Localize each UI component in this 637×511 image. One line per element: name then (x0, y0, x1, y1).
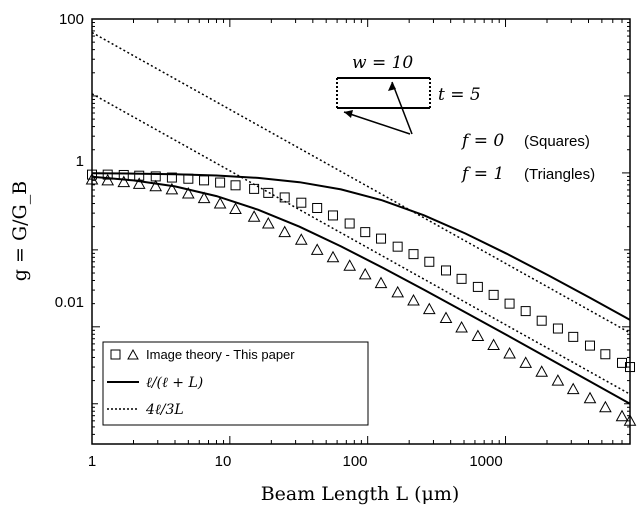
triangle-marker (535, 365, 549, 377)
x-tick-label-10: 10 (215, 453, 232, 470)
legend-square-marker (110, 349, 121, 360)
square-marker (215, 177, 226, 188)
square-marker (504, 298, 515, 309)
triangle-marker (261, 216, 275, 229)
axis-ticks (91, 18, 631, 445)
triangle-marker (229, 202, 242, 214)
series-line-5 (92, 93, 630, 395)
square-marker (392, 241, 403, 252)
square-marker (296, 197, 307, 208)
triangle-marker (519, 356, 533, 368)
square-marker (552, 323, 563, 334)
triangle-marker (374, 276, 388, 289)
square-marker (520, 306, 531, 317)
annotation-f0: f = 0 (460, 131, 504, 151)
triangle-marker (132, 177, 146, 189)
x-tick-label-100: 100 (342, 453, 367, 470)
x-tick-label-1000: 1000 (469, 453, 502, 470)
triangle-marker (247, 210, 261, 222)
legend-triangle-marker (127, 348, 139, 360)
annotation-f1: f = 1 (460, 164, 504, 184)
square-marker (327, 210, 338, 221)
triangle-marker (101, 173, 115, 186)
y-axis-label: g = G/G_B (9, 181, 31, 281)
square-marker (344, 218, 355, 229)
square-marker (230, 180, 241, 191)
x-axis-label: Beam Length L (μm) (261, 483, 460, 505)
square-marker (424, 256, 435, 267)
triangle-marker (422, 302, 436, 315)
curves-layer (92, 31, 630, 405)
annotation-w: w = 10 (352, 53, 413, 73)
square-marker (199, 175, 210, 186)
square-marker (279, 192, 290, 203)
square-marker (183, 173, 194, 184)
square-marker (584, 340, 595, 351)
square-marker (134, 170, 145, 181)
y-tick-label-1: 1 (76, 153, 84, 170)
square-marker (360, 227, 371, 238)
triangle-marker (471, 329, 485, 341)
triangle-marker (278, 225, 292, 238)
triangle-marker (343, 259, 357, 271)
markers-layer (85, 169, 637, 426)
square-marker (536, 315, 547, 326)
square-marker (376, 233, 387, 244)
triangle-marker (503, 346, 516, 359)
triangle-marker (439, 311, 453, 323)
triangle-marker (197, 191, 211, 204)
triangle-marker (117, 175, 131, 188)
triangle-marker (149, 179, 163, 192)
triangle-marker (165, 182, 179, 195)
triangle-marker (455, 320, 468, 333)
triangle-marker (391, 285, 405, 298)
square-marker (312, 202, 323, 213)
triangle-marker (358, 267, 372, 280)
square-marker (600, 349, 611, 360)
triangle-marker (583, 391, 597, 404)
triangle-marker (599, 400, 612, 413)
square-marker (568, 331, 579, 342)
series-line-2 (92, 172, 630, 321)
square-marker (456, 273, 467, 284)
triangle-marker (326, 250, 340, 263)
triangle-marker (294, 233, 308, 245)
series-line-3 (92, 175, 630, 405)
triangle-marker (310, 243, 324, 255)
triangle-marker (213, 196, 227, 209)
legend: Image theory - This paper ℓ/(ℓ + L) 4ℓ/3… (102, 341, 369, 426)
square-marker (102, 169, 113, 180)
legend-label-solid: ℓ/(ℓ + L) (146, 375, 203, 391)
square-marker (440, 265, 451, 276)
y-tick-label-100: 100 (59, 11, 84, 28)
square-marker (249, 183, 260, 194)
triangle-marker (181, 186, 195, 199)
triangle-marker (407, 293, 420, 306)
square-marker (166, 172, 177, 183)
square-marker (263, 187, 274, 198)
legend-label-markers: Image theory - This paper (146, 347, 295, 362)
square-marker (472, 281, 483, 292)
y-tick-label-0.01: 0.01 (55, 294, 84, 311)
annotation-f0-desc: (Squares) (524, 133, 590, 150)
x-tick-label-1: 1 (88, 453, 96, 470)
square-marker (488, 289, 499, 300)
annotation-f1-desc: (Triangles) (524, 166, 595, 183)
square-marker (118, 169, 129, 180)
triangle-marker (566, 382, 580, 395)
annotation-t: t = 5 (438, 85, 481, 105)
legend-box (102, 341, 369, 426)
square-marker (408, 249, 419, 260)
series-line-4 (92, 31, 630, 334)
triangle-marker (487, 338, 500, 350)
triangle-marker (615, 409, 629, 422)
triangle-marker (551, 374, 565, 386)
legend-label-dotted: 4ℓ/3L (145, 402, 184, 418)
beam-cross-section-inset (336, 77, 431, 135)
